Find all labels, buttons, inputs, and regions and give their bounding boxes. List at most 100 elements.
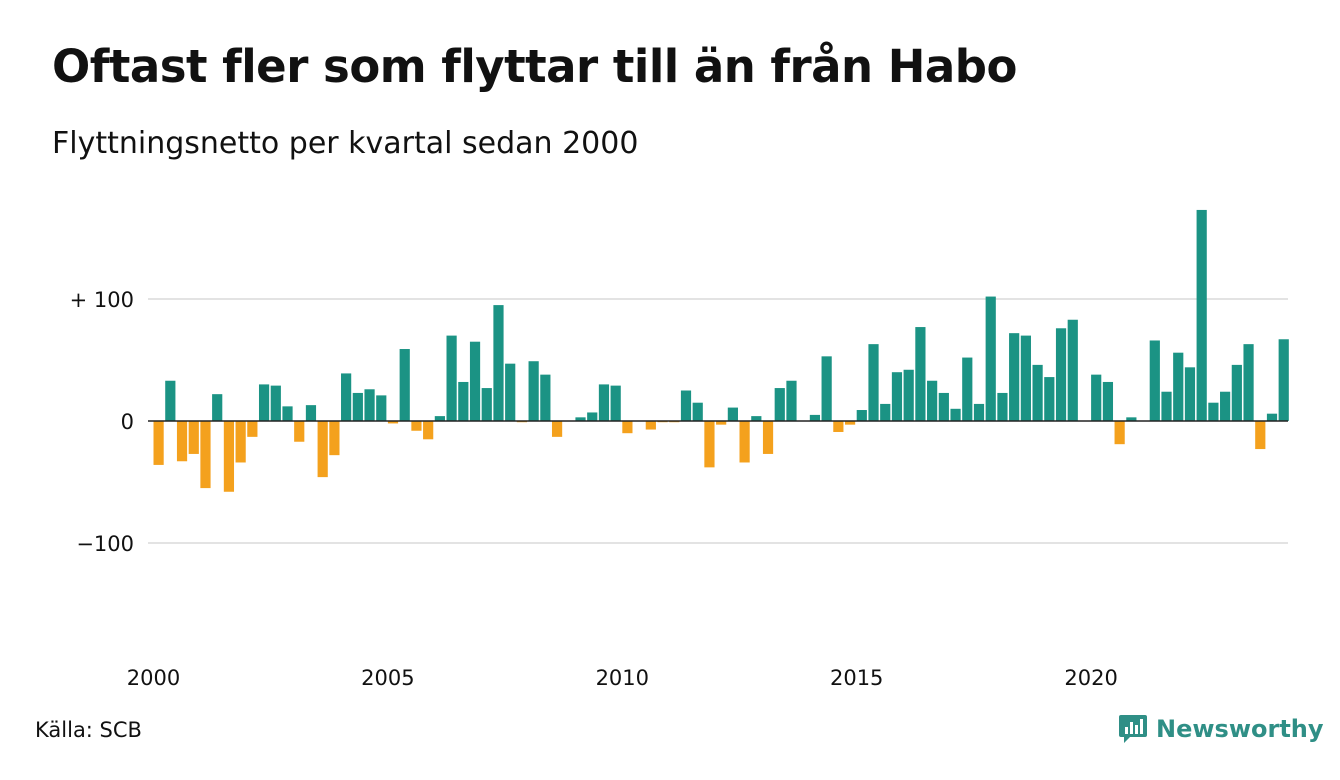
x-tick-label: 2020 — [1064, 666, 1117, 690]
bar — [1231, 364, 1242, 421]
bar — [1161, 391, 1172, 421]
y-tick-label: −100 — [76, 532, 134, 556]
bar — [481, 388, 492, 421]
bar — [833, 421, 844, 432]
axis-labels: + 100 0 −100 2000 2005 2010 2015 2020 — [70, 288, 1288, 690]
bar — [1173, 352, 1184, 421]
bar — [258, 384, 270, 421]
bar — [1114, 421, 1125, 445]
source-note: Källa: SCB — [35, 718, 142, 742]
bar — [469, 341, 481, 421]
bar — [1220, 391, 1231, 421]
bar — [376, 395, 387, 421]
bar — [1044, 377, 1055, 421]
bar — [223, 421, 235, 492]
bar — [727, 407, 738, 421]
bar — [973, 403, 985, 421]
bar — [915, 327, 926, 421]
bar — [645, 421, 656, 430]
bar — [927, 380, 938, 421]
bar — [200, 421, 211, 489]
bar — [704, 421, 715, 468]
chart-title: Oftast fler som flyttar till än från Hab… — [52, 40, 1017, 93]
bar — [387, 421, 399, 424]
brand-name: Newsworthy — [1156, 715, 1324, 743]
bar — [1091, 374, 1102, 421]
bar — [844, 421, 856, 425]
bar — [985, 296, 996, 421]
bar — [212, 394, 223, 421]
bar — [493, 305, 504, 421]
bar — [1208, 402, 1219, 421]
bar — [680, 390, 692, 421]
x-tick-label: 2000 — [127, 666, 180, 690]
bar — [188, 421, 199, 454]
x-tick-label: 2015 — [830, 666, 883, 690]
bar — [341, 373, 352, 421]
bar — [903, 369, 914, 421]
bar — [1067, 319, 1078, 421]
bar — [294, 421, 305, 442]
x-tick-label: 2005 — [361, 666, 414, 690]
bar — [458, 381, 469, 421]
bar — [1278, 339, 1289, 421]
bar — [153, 421, 164, 465]
x-tick-label: 2010 — [596, 666, 649, 690]
bar — [528, 361, 539, 421]
bar-chart: + 100 0 −100 2000 2005 2010 2015 2020 — [70, 209, 1289, 690]
bar — [317, 421, 328, 478]
bar — [1009, 333, 1020, 421]
bar — [411, 421, 422, 431]
bar — [270, 385, 281, 421]
bar — [716, 421, 727, 425]
bar — [1266, 413, 1278, 421]
bar — [1196, 209, 1207, 421]
chart-subtitle: Flyttningsnetto per kvartal sedan 2000 — [52, 126, 639, 161]
bar — [997, 392, 1008, 421]
bar — [423, 421, 434, 440]
newsworthy-logo-icon — [1119, 715, 1147, 743]
bar — [938, 392, 949, 421]
bar — [1102, 381, 1114, 421]
bar — [1149, 340, 1160, 421]
bar — [962, 357, 973, 421]
bar — [235, 421, 246, 463]
bar — [950, 408, 961, 421]
bar — [880, 403, 891, 421]
brand-logo: Newsworthy — [1118, 713, 1324, 745]
bar — [622, 421, 633, 434]
bar — [176, 421, 188, 462]
y-tick-label: 0 — [121, 410, 134, 434]
bar — [891, 372, 903, 421]
bar — [247, 421, 258, 437]
bar — [598, 384, 610, 421]
y-tick-label: + 100 — [70, 288, 134, 312]
bar — [540, 374, 551, 421]
bar — [786, 380, 797, 421]
bar — [505, 363, 516, 421]
bar — [587, 412, 598, 421]
bar — [282, 406, 293, 421]
bar — [352, 392, 363, 421]
bar — [1184, 367, 1196, 421]
bar — [1055, 328, 1067, 421]
bar — [1255, 421, 1266, 450]
bar — [446, 335, 457, 421]
bar — [1032, 364, 1043, 421]
bar — [399, 349, 410, 421]
bar — [305, 405, 317, 421]
bar — [809, 414, 821, 421]
bar — [1243, 344, 1254, 421]
bar — [739, 421, 750, 463]
bar — [364, 389, 375, 421]
bar — [165, 380, 176, 421]
bar — [1020, 335, 1031, 421]
bar — [610, 385, 621, 421]
bar — [868, 344, 879, 421]
bar — [856, 410, 867, 421]
bar — [1126, 417, 1137, 421]
gridlines — [148, 298, 1288, 544]
bars — [153, 209, 1289, 492]
bar — [434, 416, 445, 421]
bar — [575, 417, 586, 421]
